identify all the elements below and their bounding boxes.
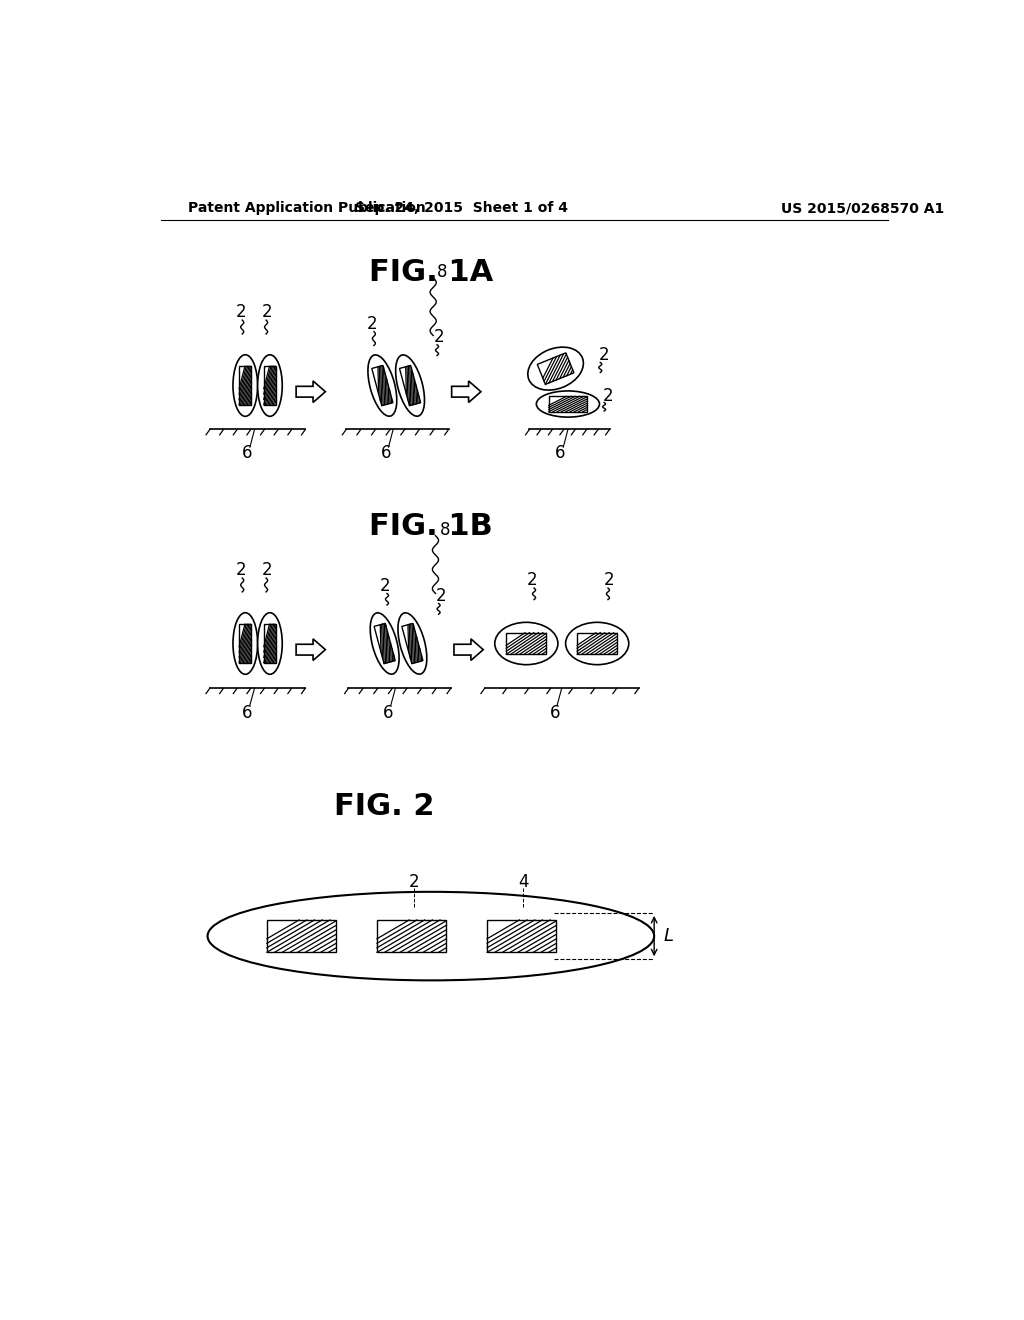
Text: FIG. 1B: FIG. 1B	[369, 512, 493, 541]
Text: 6: 6	[243, 445, 253, 462]
Text: FIG. 2: FIG. 2	[335, 792, 435, 821]
Ellipse shape	[527, 347, 584, 391]
Text: 6: 6	[381, 445, 391, 462]
Ellipse shape	[233, 355, 258, 416]
Bar	[401, 623, 423, 664]
Text: 2: 2	[434, 329, 444, 346]
Ellipse shape	[371, 612, 399, 675]
Ellipse shape	[395, 355, 425, 416]
Bar	[538, 352, 573, 384]
Text: 2: 2	[435, 587, 446, 605]
Text: 2: 2	[409, 874, 419, 891]
Polygon shape	[296, 639, 326, 660]
Text: 2: 2	[527, 572, 538, 589]
Text: 6: 6	[550, 704, 560, 722]
Text: 2: 2	[604, 572, 614, 589]
Bar	[240, 367, 252, 405]
Text: L: L	[664, 927, 674, 945]
Bar	[372, 366, 393, 405]
Text: 8: 8	[439, 521, 450, 540]
Text: 6: 6	[383, 704, 394, 722]
Ellipse shape	[258, 612, 283, 675]
Text: Patent Application Publication: Patent Application Publication	[188, 202, 426, 215]
Text: 2: 2	[236, 561, 246, 579]
Text: 6: 6	[555, 445, 565, 462]
Bar	[264, 367, 276, 405]
Bar	[377, 920, 446, 952]
Ellipse shape	[258, 355, 283, 416]
Text: 6: 6	[243, 704, 253, 722]
Bar	[267, 920, 336, 952]
Ellipse shape	[233, 612, 258, 675]
Bar	[578, 632, 617, 655]
Polygon shape	[454, 639, 483, 660]
Text: 2: 2	[379, 577, 390, 595]
Text: 8: 8	[437, 264, 447, 281]
Text: 2: 2	[236, 304, 246, 321]
Bar	[374, 623, 395, 664]
Bar	[506, 632, 547, 655]
Text: FIG. 1A: FIG. 1A	[369, 257, 493, 286]
Polygon shape	[296, 381, 326, 403]
Bar	[240, 624, 252, 663]
Bar	[487, 920, 556, 952]
Bar	[399, 366, 421, 405]
Ellipse shape	[398, 612, 427, 675]
Ellipse shape	[368, 355, 396, 416]
Text: 2: 2	[603, 387, 613, 404]
Bar	[264, 624, 276, 663]
Text: 4: 4	[518, 874, 528, 891]
Text: 2: 2	[261, 304, 272, 321]
Polygon shape	[452, 381, 481, 403]
Bar	[549, 396, 587, 412]
Ellipse shape	[565, 622, 629, 665]
Ellipse shape	[495, 622, 558, 665]
Text: 2: 2	[367, 315, 377, 333]
Text: 2: 2	[599, 346, 609, 364]
Ellipse shape	[208, 892, 654, 981]
Text: Sep. 24, 2015  Sheet 1 of 4: Sep. 24, 2015 Sheet 1 of 4	[355, 202, 568, 215]
Text: 2: 2	[261, 561, 272, 579]
Text: US 2015/0268570 A1: US 2015/0268570 A1	[781, 202, 944, 215]
Ellipse shape	[537, 391, 599, 417]
